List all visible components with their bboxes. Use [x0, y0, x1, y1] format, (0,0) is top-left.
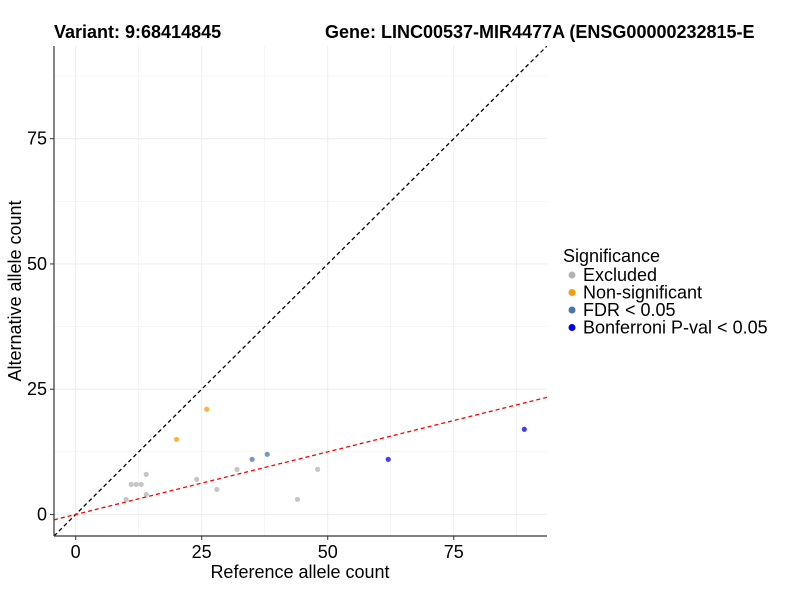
title-gene: Gene: LINC00537-MIR4477A (ENSG0000023281…: [325, 22, 755, 42]
y-tick-label: 25: [27, 379, 47, 399]
axis-ticks: 0 25 50 75 0 25 50 75: [27, 129, 464, 562]
gridlines: [54, 46, 547, 536]
point-non-significant: [173, 436, 180, 442]
legend-key-bonferroni-p-val-0-05: [568, 324, 576, 331]
point-excluded: [133, 481, 139, 487]
reference-line-expected-ratio: [54, 396, 547, 521]
legend-label-fdr-0-05: FDR < 0.05: [583, 300, 676, 320]
reference-lines: [54, 46, 547, 536]
point-excluded: [214, 486, 220, 493]
y-tick-label: 0: [37, 504, 47, 524]
x-tick-label: 0: [71, 542, 81, 562]
point-excluded: [294, 496, 301, 503]
legend-key-non-significant: [568, 289, 576, 296]
x-tick-label: 75: [444, 542, 464, 562]
point-fdr-0-05: [249, 456, 255, 462]
point-bonferroni-p-val-0-05: [385, 456, 391, 462]
x-tick-label: 50: [318, 542, 338, 562]
legend-title: Significance: [563, 246, 660, 266]
x-axis-title: Reference allele count: [210, 562, 389, 582]
y-tick-label: 50: [27, 254, 47, 274]
legend-label-non-significant: Non-significant: [583, 283, 702, 303]
legend-label-bonferroni-p-val-0-05: Bonferroni P-val < 0.05: [583, 318, 768, 338]
point-excluded: [234, 466, 240, 472]
point-excluded: [123, 496, 129, 503]
y-axis-title: Alternative allele count: [5, 200, 25, 381]
legend: Significance ExcludedNon-significantFDR …: [563, 246, 768, 338]
data-points: [123, 406, 527, 503]
title-variant: Variant: 9:68414845: [54, 22, 221, 42]
x-tick-label: 25: [192, 542, 212, 562]
point-excluded: [194, 476, 200, 482]
reference-line-identity: [54, 46, 547, 536]
y-tick-label: 75: [27, 129, 47, 149]
point-non-significant: [204, 406, 210, 412]
legend-label-excluded: Excluded: [583, 265, 657, 285]
point-bonferroni-p-val-0-05: [521, 426, 527, 432]
point-excluded: [138, 481, 144, 487]
point-excluded: [128, 481, 134, 487]
legend-key-excluded: [568, 271, 576, 279]
point-excluded: [143, 471, 149, 477]
legend-key-fdr-0-05: [568, 306, 576, 314]
point-fdr-0-05: [264, 451, 270, 457]
point-excluded: [315, 466, 321, 472]
point-excluded: [143, 491, 149, 498]
